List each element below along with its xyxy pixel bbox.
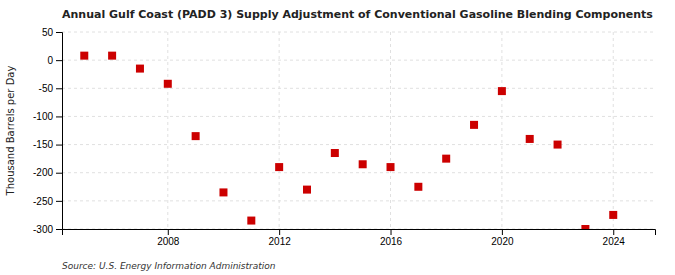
- y-tick-mark: [56, 60, 62, 61]
- y-tick: -200: [33, 167, 62, 178]
- point: [80, 52, 88, 60]
- y-tick-label: -50: [39, 83, 54, 94]
- x-tick-label: 2020: [491, 236, 514, 247]
- x-tick-label: 2024: [603, 236, 626, 247]
- point: [303, 186, 311, 194]
- x-tick-mark: [168, 229, 169, 235]
- grid-line: [62, 116, 655, 117]
- point: [581, 225, 589, 229]
- annotation: Source: U.S. Energy Information Administ…: [62, 261, 276, 271]
- y-tick-mark: [56, 116, 62, 117]
- grid-line: [390, 32, 391, 229]
- x-tick-mark: [502, 229, 503, 235]
- point: [192, 132, 200, 140]
- point: [414, 183, 422, 191]
- y-tick: -150: [33, 139, 62, 150]
- y-tick: -50: [39, 83, 62, 94]
- point: [526, 135, 534, 143]
- y-tick-label: 0: [47, 55, 53, 66]
- x-tick: 2024: [603, 229, 626, 247]
- x-axis: 2008 2012 2016 2020 2024: [63, 229, 656, 247]
- y-tick-mark: [56, 229, 62, 230]
- grid-line: [613, 32, 614, 229]
- grid-line: [62, 172, 655, 173]
- grid-line: [501, 32, 502, 229]
- y-tick: 50: [42, 27, 62, 38]
- y-tick-label: -150: [33, 139, 53, 150]
- y-tick-label: -300: [33, 224, 53, 235]
- point: [136, 65, 144, 73]
- plot: 2008 2012 2016 2020 2024 50 0 -50 -100 -150 -200 -2…: [33, 27, 656, 247]
- y-tick-mark: [56, 145, 62, 146]
- point: [219, 188, 227, 196]
- point: [164, 80, 172, 88]
- point: [359, 160, 367, 168]
- y-axis: 50 0 -50 -100 -150 -200 -250 -300: [33, 27, 63, 235]
- grid-line: [279, 32, 280, 229]
- point: [387, 163, 395, 171]
- point: [498, 87, 506, 95]
- chart-container: 2008 2012 2016 2020 2024 50 0 -50 -100 -150 -200 -2…: [0, 0, 675, 275]
- grid-line: [167, 32, 168, 229]
- y-tick: -250: [33, 196, 62, 207]
- y-tick: -300: [33, 224, 62, 235]
- grid-line: [62, 200, 655, 201]
- x-tick: 2008: [157, 229, 180, 247]
- x-axis-line: [63, 230, 656, 236]
- point: [470, 121, 478, 129]
- grid-line: [62, 60, 655, 61]
- x-tick: 2012: [269, 229, 292, 247]
- x-tick: 2016: [380, 229, 403, 247]
- point: [275, 163, 283, 171]
- y-tick-label: -250: [33, 196, 53, 207]
- x-tick-mark: [613, 229, 614, 235]
- grid: [62, 32, 655, 229]
- y-tick-mark: [56, 88, 62, 89]
- y-tick-label: 50: [42, 27, 54, 38]
- y-axis-line: [56, 33, 63, 230]
- point: [331, 149, 339, 157]
- point: [247, 217, 255, 225]
- y-tick-mark: [56, 32, 62, 33]
- y-axis-title: Thousand Barrels per Day: [5, 66, 16, 197]
- points: [80, 52, 617, 229]
- chart: 2008 2012 2016 2020 2024 50 0 -50 -100 -150 -200 -2…: [0, 0, 675, 275]
- x-tick-label: 2012: [269, 236, 292, 247]
- y-tick-label: -100: [33, 111, 53, 122]
- point: [442, 155, 450, 163]
- y-tick-mark: [56, 173, 62, 174]
- grid-line: [62, 88, 655, 89]
- point: [108, 52, 116, 60]
- x-tick-mark: [391, 229, 392, 235]
- x-tick: 2020: [491, 229, 514, 247]
- grid-line: [62, 144, 655, 145]
- y-tick-mark: [56, 201, 62, 202]
- y-tick: -100: [33, 111, 62, 122]
- y-tick: 0: [47, 55, 62, 66]
- x-tick-label: 2008: [157, 236, 180, 247]
- point: [609, 211, 617, 219]
- x-tick-mark: [279, 229, 280, 235]
- grid-line: [62, 32, 655, 33]
- y-tick-label: -200: [33, 167, 53, 178]
- title: Annual Gulf Coast (PADD 3) Supply Adjust…: [62, 8, 653, 21]
- point: [554, 141, 562, 149]
- x-tick-label: 2016: [380, 236, 403, 247]
